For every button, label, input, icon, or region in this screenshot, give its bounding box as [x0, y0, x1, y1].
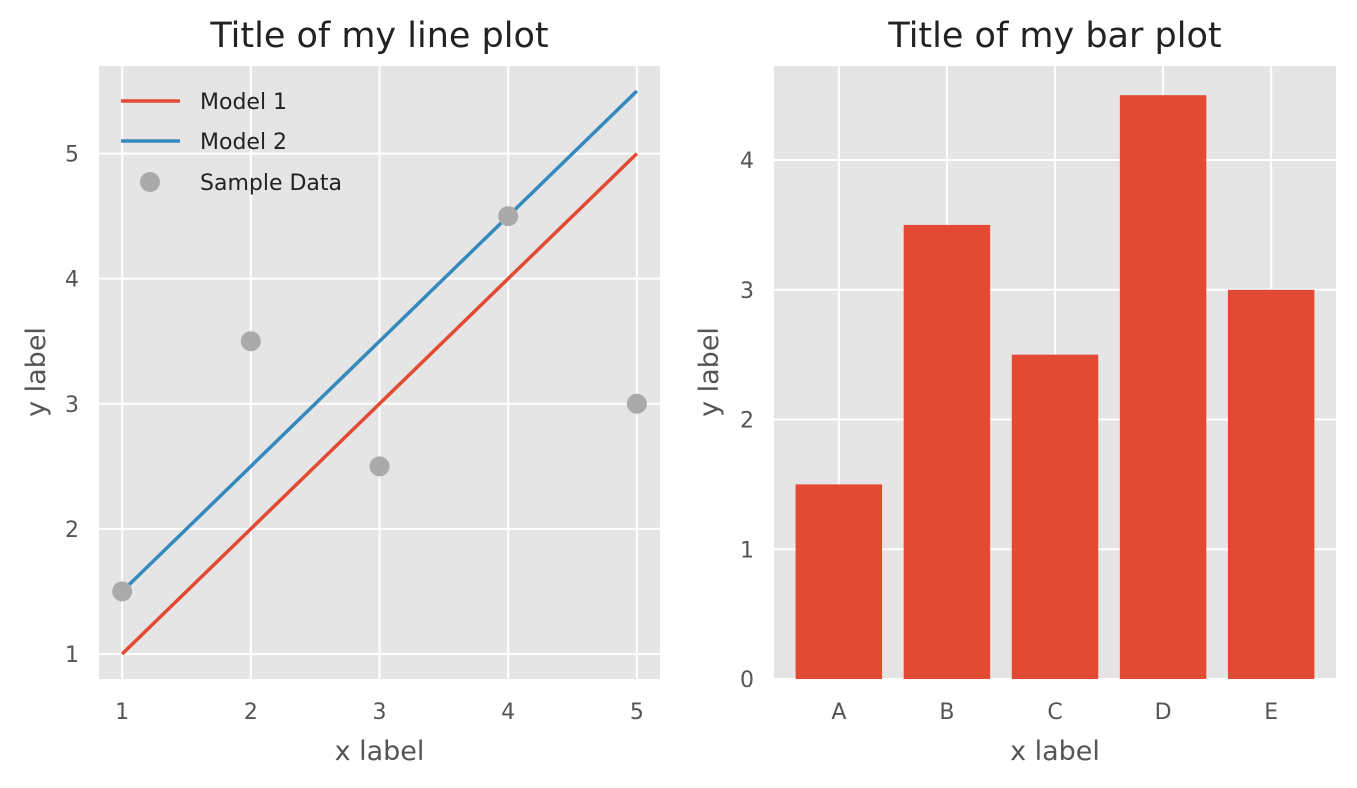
- line-plot-y-tick-label: 3: [65, 393, 79, 418]
- line-plot-y-tick-label: 2: [65, 518, 79, 543]
- line-plot-x-tick-label: 2: [244, 700, 258, 725]
- sample-data-point: [369, 456, 390, 477]
- line-plot-x-label: x label: [335, 736, 425, 767]
- sample-data-point: [626, 393, 647, 414]
- series-line-model-2: [120, 89, 639, 593]
- line-plot-title: Title of my line plot: [209, 16, 548, 56]
- bar-plot-ticks: 0 1 2 3 4 A B C D E: [740, 149, 1278, 725]
- bar-plot-y-tick-label: 3: [740, 279, 754, 304]
- line-plot-x-tick-label: 3: [373, 700, 387, 725]
- bar-b: [903, 224, 991, 680]
- bar-e: [1227, 289, 1315, 679]
- bar-plot-x-tick-label: D: [1155, 700, 1172, 725]
- line-plot-panel: 1 2 3 4 5 1 2 3 4 5 Title of my line plot x label…: [21, 16, 660, 767]
- bar-plot-y-label: y label: [694, 327, 725, 417]
- bar-plot-y-tick-label: 1: [740, 538, 754, 563]
- bar-d: [1119, 95, 1207, 679]
- bar-plot-y-tick-label: 2: [740, 409, 754, 434]
- line-plot-y-tick-label: 4: [65, 268, 79, 293]
- bar-plot-x-tick-label: B: [939, 700, 954, 725]
- bar-plot-x-label: x label: [1010, 736, 1100, 767]
- line-plot-y-label: y label: [21, 327, 52, 417]
- bar-plot-title: Title of my bar plot: [887, 16, 1221, 56]
- sample-data-point: [498, 206, 519, 227]
- line-plot-x-tick-label: 1: [115, 700, 129, 725]
- bar-plot-x-tick-label: C: [1047, 700, 1062, 725]
- line-plot-legend: Model 1 Model 2 Sample Data: [121, 90, 342, 196]
- bar-c: [1011, 354, 1099, 679]
- legend-label-sample-data: Sample Data: [200, 171, 342, 196]
- line-plot-series: [112, 89, 647, 656]
- legend-label-model-2: Model 2: [200, 130, 287, 155]
- line-plot-x-tick-label: 4: [501, 700, 515, 725]
- bar-plot-y-tick-label: 4: [740, 149, 754, 174]
- bar-plot-x-tick-label: E: [1264, 700, 1278, 725]
- legend-swatch-sample-data: [140, 172, 160, 192]
- line-plot-x-tick-label: 5: [630, 700, 644, 725]
- legend-label-model-1: Model 1: [200, 90, 287, 115]
- bar-a: [795, 484, 883, 679]
- line-plot-y-tick-label: 1: [65, 643, 79, 668]
- line-plot-y-tick-label: 5: [65, 143, 79, 168]
- line-plot-ticks: 1 2 3 4 5 1 2 3 4 5: [65, 143, 644, 725]
- sample-data-point: [240, 331, 261, 352]
- line-plot-grid: [99, 66, 660, 679]
- bar-plot-bars: [795, 95, 1315, 680]
- sample-data-point: [112, 581, 133, 602]
- series-line-model-1: [120, 152, 639, 656]
- bar-plot-y-tick-label: 0: [740, 668, 754, 693]
- bar-plot-x-tick-label: A: [831, 700, 846, 725]
